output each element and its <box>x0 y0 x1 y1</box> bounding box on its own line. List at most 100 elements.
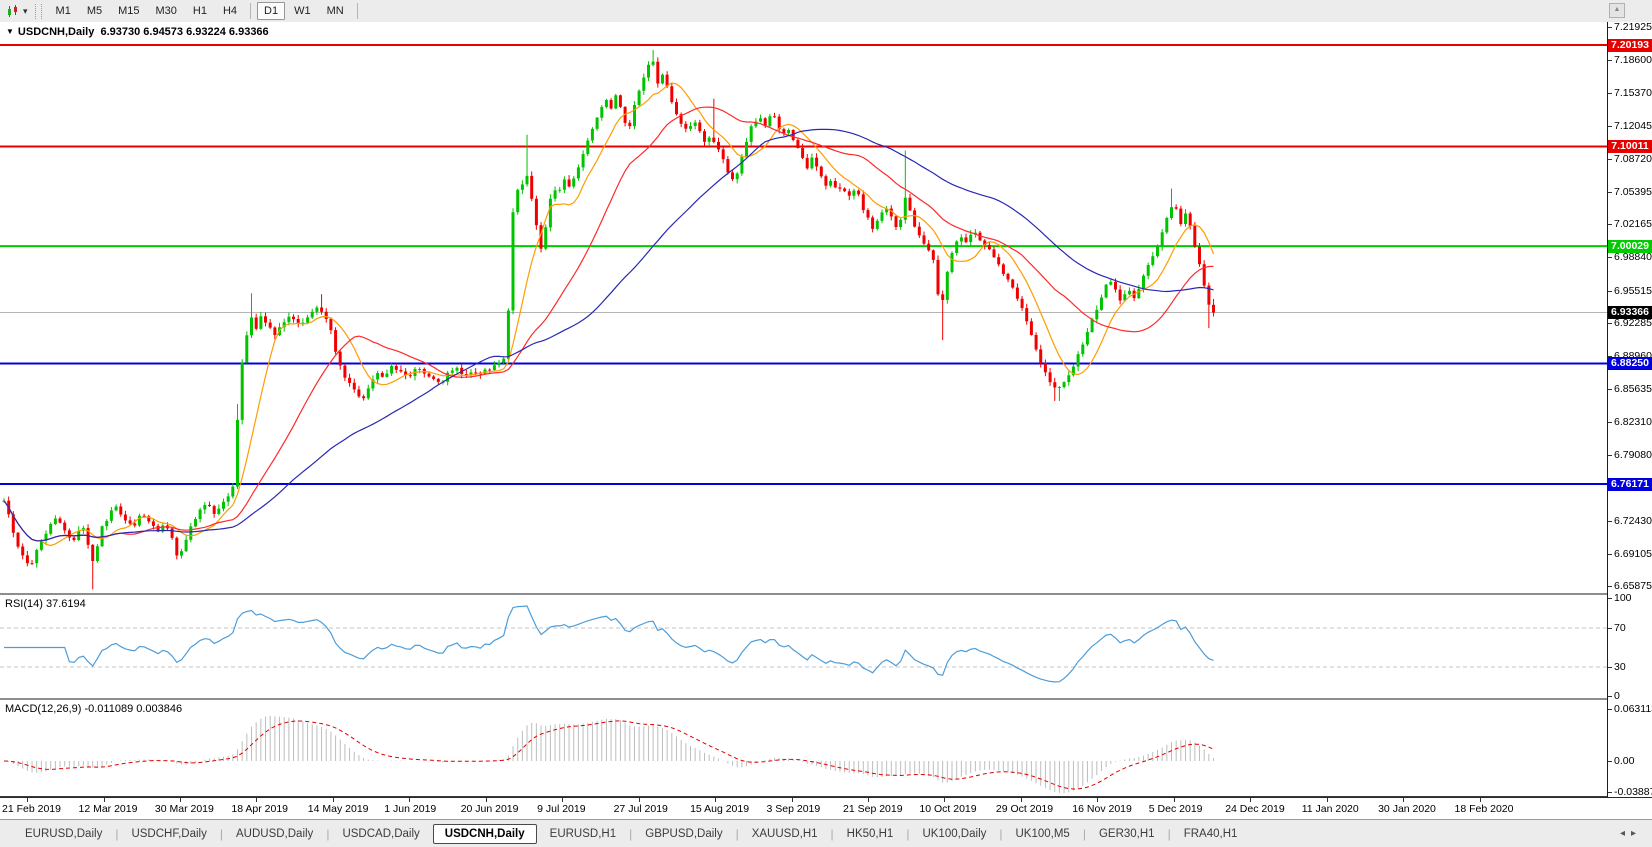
tab-separator: | <box>1082 826 1086 841</box>
timeframe-button-h1[interactable]: H1 <box>192 5 207 17</box>
price-tick-mark <box>1608 257 1612 259</box>
rsi-tick-label: 70 <box>1614 621 1626 634</box>
date-label: 27 Jul 2019 <box>613 803 668 815</box>
chart-tab-audusd-daily[interactable]: AUDUSD,Daily <box>235 827 314 840</box>
chart-tab-eurusd-daily[interactable]: EURUSD,Daily <box>25 827 103 840</box>
macd-tick-mark <box>1608 708 1612 710</box>
timeframe-toolbar: ▾ M1 M5 M15 M30 H1 H4 D1 W1 MN <box>0 0 1652 22</box>
price-tick-label: 7.05395 <box>1614 186 1652 199</box>
rsi-line <box>4 605 1214 683</box>
ma-mid-line <box>3 106 1214 542</box>
collapse-triangle-icon[interactable]: ▼ <box>6 27 14 36</box>
date-tick-mark <box>256 798 258 802</box>
price-tick-label: 6.82310 <box>1614 416 1652 429</box>
chart-tab-ger30-h1[interactable]: GER30,H1 <box>1098 827 1155 840</box>
tab-separator: | <box>735 826 739 841</box>
date-label: 21 Sep 2019 <box>843 803 903 815</box>
date-tick-mark <box>638 798 640 802</box>
price-tick-mark <box>1608 192 1612 194</box>
timeframe-button-h4[interactable]: H4 <box>222 5 238 17</box>
date-tick-mark <box>1250 798 1252 802</box>
chart-type-icon[interactable] <box>4 4 22 19</box>
tabs-scroll-right-icon[interactable]: ▸ <box>1630 828 1642 839</box>
date-tick-mark <box>485 798 487 802</box>
date-tick-mark <box>1173 798 1175 802</box>
rsi-tick-mark <box>1608 598 1612 600</box>
macd-canvas[interactable] <box>0 700 1607 796</box>
chart-tab-usdcad-daily[interactable]: USDCAD,Daily <box>342 827 420 840</box>
chart-tab-hk50-h1[interactable]: HK50,H1 <box>846 827 894 840</box>
price-axis[interactable]: 7.21925 7.18600 7.15370 7.12045 7.08720 7.053… <box>1607 21 1652 799</box>
chart-type-dropdown-caret[interactable]: ▾ <box>23 5 28 16</box>
price-tick-mark <box>1608 27 1612 29</box>
timeframe-button-d1[interactable]: D1 <box>257 2 286 20</box>
candles-layer <box>2 49 1215 590</box>
macd-signal-line <box>3 720 1214 790</box>
tab-separator: | <box>629 826 633 841</box>
price-tick-label: 7.12045 <box>1614 119 1652 132</box>
chart-tab-uk100-daily[interactable]: UK100,Daily <box>922 827 987 840</box>
date-tick-mark <box>1479 798 1481 802</box>
chart-tab-eurusd-h1[interactable]: EURUSD,H1 <box>549 827 617 840</box>
tab-separator: | <box>1167 826 1171 841</box>
price-tick-label: 7.02165 <box>1614 218 1652 231</box>
price-tick-label: 6.98840 <box>1614 251 1652 264</box>
price-tick-mark <box>1608 92 1612 94</box>
price-tick-mark <box>1608 389 1612 391</box>
tabs-scroll-left-icon[interactable]: ◂ <box>1619 828 1631 839</box>
rsi-canvas[interactable] <box>0 595 1607 698</box>
chart-tab-usdchf-daily[interactable]: USDCHF,Daily <box>131 827 207 840</box>
timeframe-button-mn[interactable]: MN <box>326 5 344 17</box>
chart-tab-xauusd-h1[interactable]: XAUUSD,H1 <box>751 827 818 840</box>
date-tick-mark <box>332 798 334 802</box>
date-label: 5 Dec 2019 <box>1148 803 1203 815</box>
price-level-badge: 6.88250 <box>1608 357 1652 370</box>
toolbar-separator <box>250 3 252 19</box>
timeframe-button-m5[interactable]: M5 <box>86 5 103 17</box>
timeframe-button-m1[interactable]: M1 <box>55 5 71 17</box>
date-tick-mark <box>103 798 105 802</box>
tab-separator: | <box>326 826 330 841</box>
price-tick-mark <box>1608 454 1612 456</box>
pane-splitter-macd[interactable] <box>0 698 1652 701</box>
tab-separator: | <box>115 826 119 841</box>
chart-tab-uk100-m5[interactable]: UK100,M5 <box>1015 827 1070 840</box>
price-tick-label: 6.92285 <box>1614 316 1652 329</box>
toolbar-drag-handle[interactable] <box>34 3 42 19</box>
date-label: 3 Sep 2019 <box>766 803 821 815</box>
price-tick-label: 7.18600 <box>1614 54 1652 67</box>
tab-separator: | <box>219 826 223 841</box>
date-tick-mark <box>1020 798 1022 802</box>
macd-bottom-divider <box>0 796 1652 797</box>
date-label: 30 Mar 2019 <box>154 803 214 815</box>
date-label: 14 May 2019 <box>307 803 369 815</box>
ma-slow-line <box>3 128 1214 542</box>
date-tick-mark <box>1097 798 1099 802</box>
price-tick-label: 7.15370 <box>1614 86 1652 99</box>
rsi-tick-mark <box>1608 666 1612 668</box>
timeframe-button-m30[interactable]: M30 <box>155 5 177 17</box>
price-level-badge: 7.00029 <box>1608 239 1652 253</box>
timeframe-button-m15[interactable]: M15 <box>118 5 140 17</box>
moving-averages-layer <box>3 82 1215 547</box>
date-label: 1 Jun 2019 <box>384 803 437 815</box>
tab-separator: | <box>830 826 834 841</box>
current-price-badge: 6.93366 <box>1608 306 1652 319</box>
chart-scroll-button[interactable]: ▲ <box>1609 3 1625 18</box>
price-chart-canvas[interactable] <box>0 24 1607 593</box>
price-tick-label: 6.69105 <box>1614 547 1652 560</box>
horizontal-level-lines <box>0 44 1607 485</box>
time-axis[interactable]: 21 Feb 2019 12 Mar 2019 30 Mar 2019 18 Apr … <box>0 797 1652 819</box>
tab-separator: | <box>906 826 910 841</box>
chart-tab-gbpusd-daily[interactable]: GBPUSD,Daily <box>645 827 723 840</box>
rsi-tick-label: 0 <box>1614 689 1620 702</box>
timeframe-button-w1[interactable]: W1 <box>294 5 311 17</box>
price-tick-label: 6.72430 <box>1614 514 1652 527</box>
macd-tick-mark <box>1608 792 1612 794</box>
macd-tick-label: -0.038872 <box>1614 786 1652 799</box>
pane-splitter-rsi[interactable] <box>0 593 1652 596</box>
chart-tab-fra40-h1[interactable]: FRA40,H1 <box>1183 827 1238 840</box>
price-tick-mark <box>1608 356 1612 357</box>
chart-tab-usdcnh-daily[interactable]: USDCNH,Daily <box>432 823 537 844</box>
rsi-tick-mark <box>1608 627 1612 629</box>
